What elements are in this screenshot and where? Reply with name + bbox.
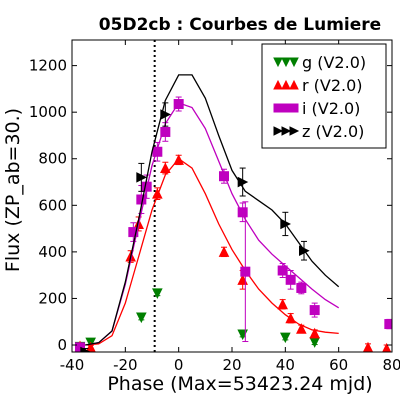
data-point-z xyxy=(280,218,291,230)
data-point-r xyxy=(362,341,374,352)
fit-curve-z xyxy=(85,74,340,346)
data-point-z xyxy=(160,109,171,120)
data-point-r xyxy=(296,323,307,334)
fit-curve-r xyxy=(85,157,339,346)
y-tick-label: 0 xyxy=(57,336,67,354)
y-tick-label: 600 xyxy=(38,196,67,214)
x-tick-label: 0 xyxy=(174,356,184,374)
data-point-i xyxy=(160,126,171,137)
data-point-i xyxy=(384,319,392,330)
legend-marker-i xyxy=(281,103,291,113)
legend-marker-z xyxy=(281,126,292,136)
data-point-i xyxy=(296,282,307,293)
legend-marker-g xyxy=(273,57,283,68)
legend-marker-g xyxy=(289,57,299,68)
data-point-g xyxy=(309,337,320,348)
data-point-g xyxy=(136,312,147,324)
data-point-g xyxy=(152,288,163,299)
data-point-g xyxy=(280,332,291,344)
y-tick-label: 400 xyxy=(38,243,67,261)
data-point-r xyxy=(152,188,163,199)
data-point-r xyxy=(277,298,288,310)
legend-marker-i xyxy=(289,103,299,113)
legend-marker-z xyxy=(289,126,300,136)
data-point-z xyxy=(136,172,147,183)
legend-label-g: g (V2.0) xyxy=(302,53,366,72)
x-tick-label: -40 xyxy=(60,356,85,374)
data-point-i xyxy=(277,265,288,276)
data-point-i xyxy=(285,274,296,285)
y-axis-label: Flux (ZP_ab=30.) xyxy=(2,108,24,272)
data-point-z xyxy=(80,346,91,352)
y-tick-label: 800 xyxy=(38,150,67,168)
legend-marker-r xyxy=(281,79,291,90)
x-tick-label: 40 xyxy=(276,356,295,374)
data-point-i xyxy=(173,99,184,110)
data-point-i xyxy=(152,146,163,157)
data-point-i xyxy=(141,181,152,192)
data-point-r xyxy=(218,246,230,257)
legend-marker-z xyxy=(273,126,284,136)
data-point-z xyxy=(299,245,310,257)
data-point-i xyxy=(309,305,320,316)
x-tick-label: 20 xyxy=(222,356,241,374)
x-axis-label: Phase (Max=53423.24 mjd) xyxy=(107,373,372,395)
x-tick-label: 60 xyxy=(329,356,348,374)
data-point-r xyxy=(173,154,184,165)
legend-marker-r xyxy=(273,79,283,90)
data-point-r xyxy=(285,312,296,324)
data-point-i xyxy=(237,207,248,218)
x-tick-label: -20 xyxy=(113,356,138,374)
legend-label-z: z (V2.0) xyxy=(302,122,364,141)
data-point-r xyxy=(160,162,171,174)
plot-content xyxy=(74,40,392,352)
legend-marker-g xyxy=(281,57,291,68)
chart-title: 05D2cb : Courbes de Lumiere xyxy=(99,15,381,35)
legend: g (V2.0) r (V2.0) i (V2.0) z (V2.0) xyxy=(261,43,387,149)
data-point-i xyxy=(219,171,229,182)
data-point-r xyxy=(382,342,392,352)
data-point-i xyxy=(240,266,251,277)
data-point-i xyxy=(128,227,139,238)
y-tick-label: 1000 xyxy=(29,103,67,121)
legend-label-r: r (V2.0) xyxy=(302,76,363,95)
legend-label-i: i (V2.0) xyxy=(302,99,360,118)
legend-marker-i xyxy=(273,103,283,113)
legend-marker-r xyxy=(289,79,299,90)
data-point-z xyxy=(237,176,249,188)
x-tick-label: 80 xyxy=(382,356,400,374)
y-tick-label: 200 xyxy=(38,289,67,307)
data-point-r xyxy=(309,327,320,339)
y-tick-label: 1200 xyxy=(29,57,67,75)
